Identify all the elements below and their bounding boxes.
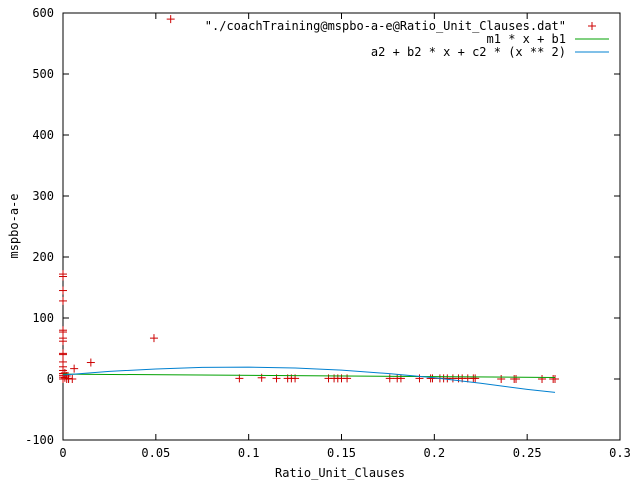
data-point — [166, 15, 175, 24]
y-axis-label: mspbo-a-e — [7, 193, 21, 258]
data-point — [415, 374, 424, 383]
series-line-2 — [62, 366, 556, 393]
data-point — [551, 375, 560, 383]
data-point — [428, 374, 437, 383]
data-point — [59, 350, 67, 359]
data-point — [385, 374, 394, 383]
data-point — [538, 375, 547, 383]
data-point — [471, 374, 480, 383]
x-tick-label: 0.25 — [513, 446, 542, 460]
legend-entry-label: m1 * x + b1 — [487, 32, 566, 46]
data-point — [512, 375, 521, 383]
x-axis-label: Ratio_Unit_Clauses — [275, 466, 405, 480]
series-line-1 — [62, 373, 556, 378]
data-point — [59, 296, 67, 305]
axis-ticks: 0 0.05 0.1 0.15 0.2 0.25 0.3 -100 0 100 200 300 400 5… — [25, 6, 631, 460]
data-point — [70, 364, 79, 373]
x-tick-label: 0.2 — [423, 446, 445, 460]
y-tick-label: 500 — [32, 67, 54, 81]
data-point — [59, 337, 67, 346]
data-point — [149, 334, 158, 343]
x-tick-label: 0.15 — [327, 446, 356, 460]
data-point — [59, 286, 67, 295]
series-layer — [59, 15, 560, 393]
y-tick-label: 300 — [32, 189, 54, 203]
x-tick-label: 0 — [59, 446, 66, 460]
legend-entry-label: a2 + b2 * x + c2 * (x ** 2) — [371, 45, 566, 59]
legend: "./coachTraining@mspbo-a-e@Ratio_Unit_Cl… — [205, 19, 609, 59]
data-point — [497, 375, 506, 383]
x-tick-label: 0.3 — [609, 446, 631, 460]
data-point — [396, 374, 405, 383]
legend-entry-label: "./coachTraining@mspbo-a-e@Ratio_Unit_Cl… — [205, 19, 566, 33]
y-tick-label: 400 — [32, 128, 54, 142]
y-tick-label: 0 — [47, 372, 54, 386]
y-tick-label: 600 — [32, 6, 54, 20]
x-tick-label: 0.05 — [141, 446, 170, 460]
y-tick-label: 100 — [32, 311, 54, 325]
y-tick-label: -100 — [25, 433, 54, 447]
data-point — [64, 375, 73, 383]
data-point — [59, 272, 67, 281]
data-point — [86, 358, 95, 367]
y-tick-label: 200 — [32, 250, 54, 264]
x-tick-label: 0.1 — [238, 446, 260, 460]
legend-point-swatch — [588, 22, 596, 30]
